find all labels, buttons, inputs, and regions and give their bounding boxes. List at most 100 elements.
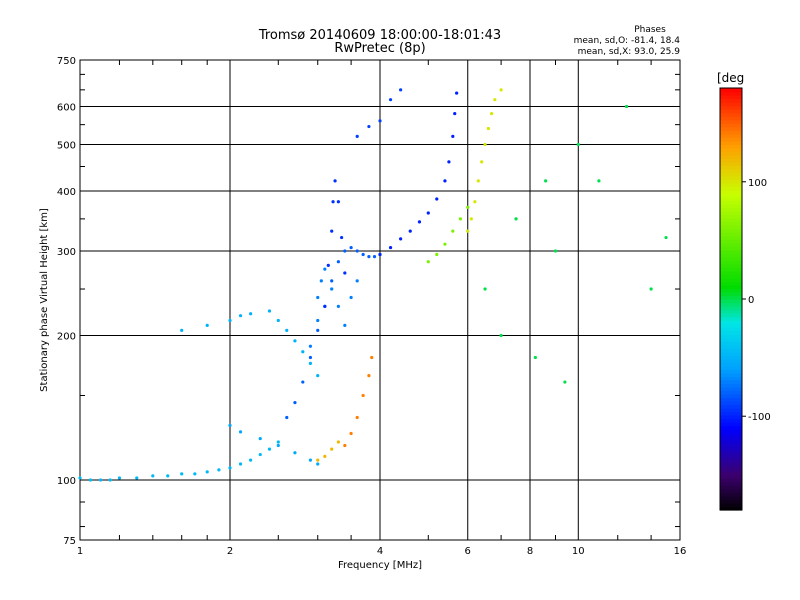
colorbar-segment	[720, 158, 742, 163]
data-point	[258, 452, 262, 457]
data-point	[378, 119, 382, 123]
data-point	[308, 344, 313, 348]
x-tick-label: 10	[572, 546, 585, 557]
colorbar-segment	[720, 225, 742, 230]
colorbar-segment	[720, 98, 742, 103]
data-point	[451, 229, 455, 233]
data-point	[493, 98, 497, 102]
colorbar-segment	[720, 88, 742, 93]
colorbar-segment	[720, 344, 742, 349]
data-point	[426, 211, 430, 215]
colorbar-segment	[720, 228, 742, 233]
data-point	[238, 314, 243, 318]
data-point	[370, 355, 374, 360]
data-point	[624, 104, 629, 109]
y-tick-label: 75	[63, 536, 76, 547]
data-point	[367, 255, 371, 259]
colorbar-label: [deg	[717, 71, 744, 85]
colorbar-segment	[720, 467, 742, 472]
colorbar-segment	[720, 436, 742, 441]
data-point	[193, 472, 197, 476]
data-point	[88, 478, 93, 482]
y-axis-label: Stationary phase Virtual Height [km]	[39, 208, 50, 392]
data-point	[308, 355, 313, 360]
data-point	[323, 454, 327, 459]
colorbar-segment	[720, 450, 742, 455]
colorbar-segment	[720, 112, 742, 117]
colorbar-segment	[720, 495, 742, 501]
data-point	[238, 462, 243, 466]
colorbar-segment	[720, 457, 742, 462]
colorbar-tick-label: -100	[748, 412, 771, 423]
data-point	[336, 200, 340, 204]
data-point	[480, 160, 484, 164]
data-point	[514, 217, 518, 221]
data-point	[336, 260, 340, 264]
y-tick-label: 500	[57, 141, 76, 152]
data-point	[323, 267, 327, 271]
colorbar-tick-label: 0	[748, 295, 754, 306]
data-point	[316, 328, 320, 332]
colorbar-segment	[720, 116, 742, 121]
data-point	[544, 179, 548, 183]
data-point	[180, 328, 184, 332]
colorbar-segment	[720, 446, 742, 451]
data-point	[367, 374, 371, 378]
data-point	[499, 333, 503, 338]
data-point	[267, 309, 272, 313]
data-point	[453, 111, 457, 116]
colorbar-segment	[720, 351, 742, 356]
data-point	[443, 242, 447, 246]
data-point	[447, 160, 451, 164]
x-axis-label: Frequency [MHz]	[338, 560, 422, 571]
colorbar-segment	[720, 408, 742, 413]
colorbar-segment	[720, 295, 742, 300]
data-point	[349, 295, 353, 300]
data-point	[267, 447, 272, 451]
colorbar-segment	[720, 260, 742, 265]
data-point	[117, 476, 122, 480]
data-point	[293, 339, 297, 343]
colorbar-segment	[720, 425, 742, 430]
colorbar-segment	[720, 172, 742, 177]
data-point	[553, 249, 558, 253]
data-point	[308, 458, 313, 462]
y-tick-label: 750	[57, 56, 76, 67]
colorbar-segment	[720, 379, 742, 384]
colorbar-segment	[720, 432, 742, 437]
data-point	[135, 476, 139, 480]
stats-line-x: mean, sd,X: 93.0, 25.9	[578, 47, 681, 57]
colorbar-segment	[720, 393, 742, 399]
colorbar-segment	[720, 299, 742, 304]
colorbar-segment	[720, 214, 742, 219]
data-point	[316, 295, 320, 300]
data-point	[490, 111, 494, 116]
data-point	[285, 328, 289, 332]
data-point	[343, 271, 347, 275]
colorbar-segment	[720, 386, 742, 392]
colorbar-segment	[720, 151, 742, 156]
colorbar-segment	[720, 147, 742, 152]
colorbar-segment	[720, 478, 742, 483]
data-point	[408, 229, 412, 233]
data-point	[340, 235, 344, 240]
colorbar-segment	[720, 221, 742, 226]
data-point	[301, 350, 305, 354]
data-point	[435, 197, 439, 201]
colorbar-segment	[720, 267, 742, 272]
data-point	[349, 431, 353, 436]
data-point	[361, 252, 365, 257]
data-point	[355, 134, 359, 138]
data-point	[336, 440, 340, 444]
data-point	[576, 142, 580, 147]
plot-area: 1 2 4 6 8 10 16 75 100 200 300 400 500 600 750	[57, 56, 686, 557]
data-point	[249, 312, 253, 316]
colorbar-segment	[720, 284, 742, 290]
data-point	[258, 436, 262, 441]
colorbar-segment	[720, 211, 742, 216]
colorbar-segment	[720, 102, 742, 107]
data-point	[343, 323, 347, 327]
data-point	[333, 179, 337, 183]
data-point	[301, 380, 305, 384]
